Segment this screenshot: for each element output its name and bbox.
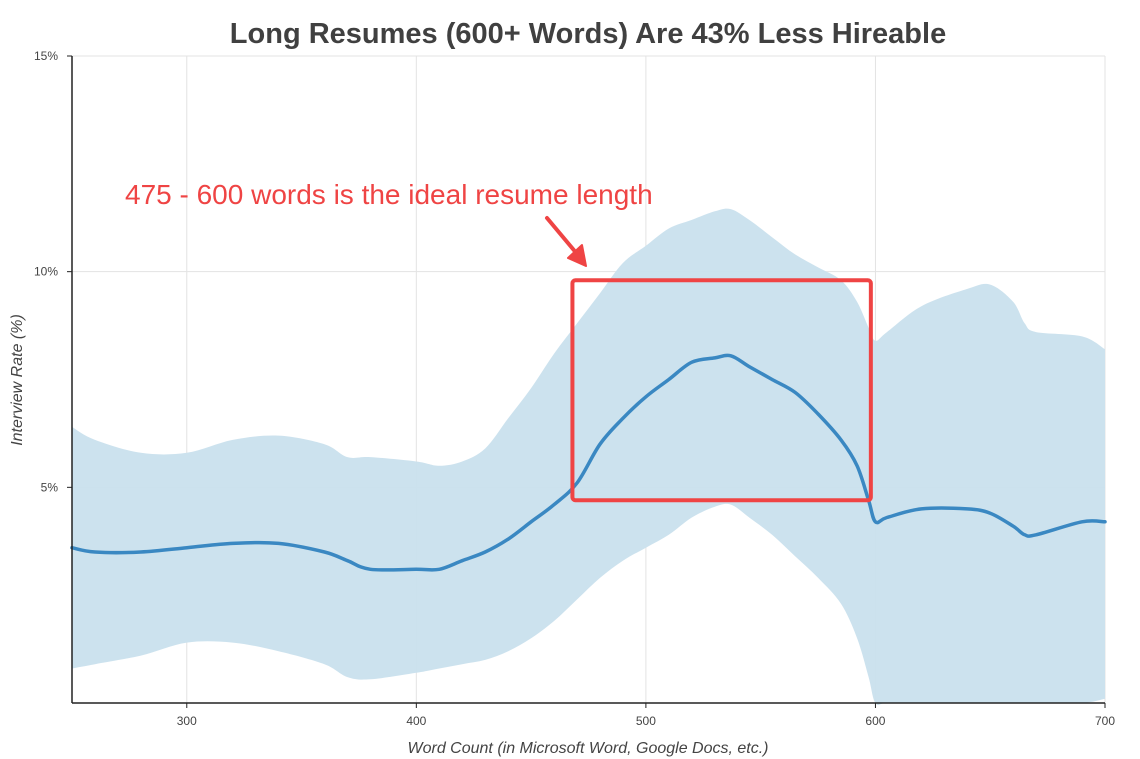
x-tick-label-300: 300 <box>177 714 197 728</box>
x-tick-label-700: 700 <box>1095 714 1115 728</box>
series-line-0 <box>70 353 1107 572</box>
annotation-arrow-shaft <box>545 216 580 257</box>
y-tick-label-10: 10% <box>34 265 58 279</box>
y-tick-label-5: 5% <box>41 480 59 494</box>
confidence-band <box>72 208 1105 705</box>
y-axis-label: Interview Rate (%) <box>9 314 26 446</box>
annotation-arrow-head <box>567 244 587 267</box>
x-tick-label-400: 400 <box>406 714 426 728</box>
annotation-box <box>570 278 873 503</box>
x-axis-label: Word Count (in Microsoft Word, Google Do… <box>408 740 769 757</box>
y-tick-label-15: 15% <box>34 49 58 63</box>
series-line-layer <box>70 353 1107 572</box>
annotation-layer: 475 - 600 words is the ideal resume leng… <box>125 179 873 503</box>
confidence-band-layer <box>72 208 1105 705</box>
chart-title: Long Resumes (600+ Words) Are 43% Less H… <box>230 18 946 50</box>
x-tick-label-600: 600 <box>865 714 885 728</box>
axis-layer: 300 400 500 600 700 5% 10% 15% <box>34 49 1115 728</box>
annotation-text: 475 - 600 words is the ideal resume leng… <box>125 179 653 210</box>
x-tick-label-500: 500 <box>636 714 656 728</box>
